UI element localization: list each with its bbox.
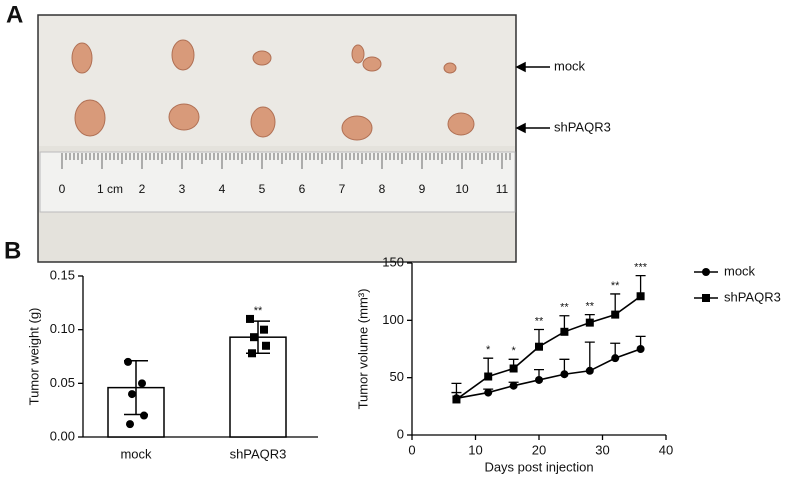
y-tick-label: 0.05 — [50, 375, 75, 390]
significance: ** — [586, 301, 595, 313]
ruler-label: 10 — [455, 182, 469, 196]
y-axis-label: Tumor weight (g) — [26, 308, 41, 406]
x-tick-label: shPAQR3 — [230, 446, 287, 461]
data-point — [140, 411, 148, 420]
y-tick-label: 50 — [390, 369, 404, 384]
significance: * — [511, 345, 516, 357]
x-tick-label: 0 — [408, 442, 415, 457]
data-point — [126, 420, 134, 429]
y-tick-label: 100 — [382, 312, 404, 327]
legend-marker — [702, 268, 710, 276]
marker — [636, 292, 645, 301]
marker — [484, 388, 493, 397]
x-tick-label: 30 — [595, 442, 609, 457]
legend-marker — [702, 294, 710, 302]
significance: *** — [634, 262, 648, 274]
y-tick-label: 0 — [397, 426, 404, 441]
panel-label: A — [6, 1, 23, 28]
significance: * — [486, 344, 491, 356]
x-tick-label: 10 — [468, 442, 482, 457]
marker — [535, 375, 543, 384]
ruler-label: 4 — [219, 182, 226, 196]
ruler-label: 2 — [139, 182, 146, 196]
data-point — [246, 314, 254, 323]
x-tick-label: 20 — [532, 442, 546, 457]
y-tick-label: 0.10 — [50, 321, 75, 336]
data-point — [124, 357, 132, 366]
marker — [509, 364, 518, 373]
marker — [560, 370, 569, 379]
panel-label: B — [4, 237, 21, 264]
ruler-label: 9 — [419, 182, 426, 196]
significance: ** — [535, 315, 544, 327]
error-bar — [584, 341, 595, 371]
line — [456, 348, 641, 400]
photo — [37, 14, 517, 263]
photo-arrows — [515, 61, 550, 134]
ruler-label: 1 cm — [97, 182, 123, 196]
y-axis-label: Tumor volume (mm³) — [355, 289, 370, 410]
data-point — [248, 349, 256, 358]
ruler-label: 5 — [259, 182, 266, 196]
line — [455, 295, 642, 401]
y-tick-label: 0.00 — [50, 428, 75, 443]
y-tick-label: 0.15 — [50, 267, 75, 282]
marker — [636, 345, 645, 353]
marker — [560, 327, 569, 336]
significance: ** — [254, 305, 263, 317]
marker — [535, 342, 543, 351]
ruler-label: 0 — [59, 182, 66, 196]
marker — [585, 318, 594, 327]
photo-label: shPAQR3 — [554, 119, 611, 134]
ruler-label: 7 — [339, 182, 346, 196]
x-tick-label: 40 — [659, 442, 673, 457]
ruler-label: 11 — [496, 182, 509, 196]
ruler-label: 6 — [299, 182, 306, 196]
marker — [484, 372, 493, 381]
photo-label: mock — [554, 58, 586, 73]
significance: ** — [560, 302, 569, 314]
significance: ** — [611, 280, 620, 292]
legend-label: mock — [724, 263, 756, 278]
marker — [585, 366, 594, 375]
data-point — [260, 325, 268, 334]
marker — [611, 310, 620, 319]
ruler-label: 3 — [179, 182, 186, 196]
y-tick-label: 150 — [382, 254, 404, 269]
data-point — [128, 390, 136, 399]
marker — [509, 381, 518, 390]
data-point — [250, 333, 258, 342]
legend-label: shPAQR3 — [724, 289, 781, 304]
x-tick-label: mock — [120, 446, 152, 461]
ruler-label: 8 — [379, 182, 386, 196]
x-axis-label: Days post injection — [484, 459, 593, 474]
marker — [452, 395, 461, 404]
data-point — [138, 379, 146, 388]
marker — [611, 354, 620, 363]
data-point — [262, 341, 270, 350]
